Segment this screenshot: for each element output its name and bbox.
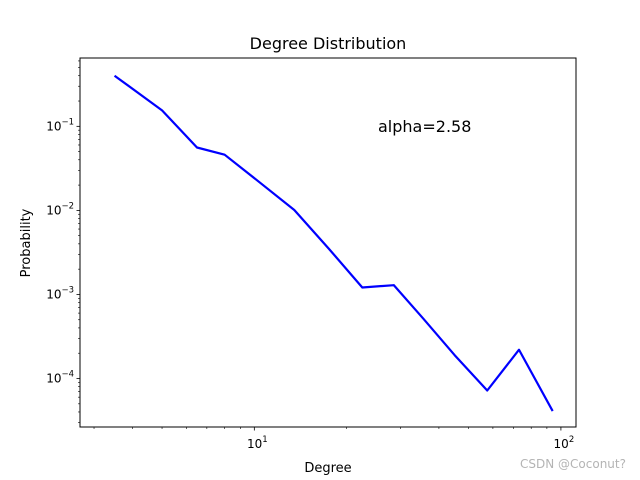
y-tick-label: 10−4 [46,370,74,386]
series-line [113,74,554,412]
y-axis-label: Probability [19,208,34,277]
x-tick-label: 102 [554,435,575,451]
alpha-annotation: alpha=2.58 [378,117,471,136]
y-tick-label: 10−1 [46,117,74,133]
watermark: CSDN @Coconut? [520,457,626,471]
series-layer [113,74,554,412]
chart-title: Degree Distribution [250,34,407,53]
y-tick-label: 10−3 [46,285,74,301]
x-tick-label: 101 [247,435,268,451]
y-tick-label: 10−2 [46,201,74,217]
axis-ticks: 101 102 10−1 10−2 10−3 10−4 [46,60,575,451]
plot-area-frame [79,57,577,428]
x-axis-label: Degree [304,461,351,476]
